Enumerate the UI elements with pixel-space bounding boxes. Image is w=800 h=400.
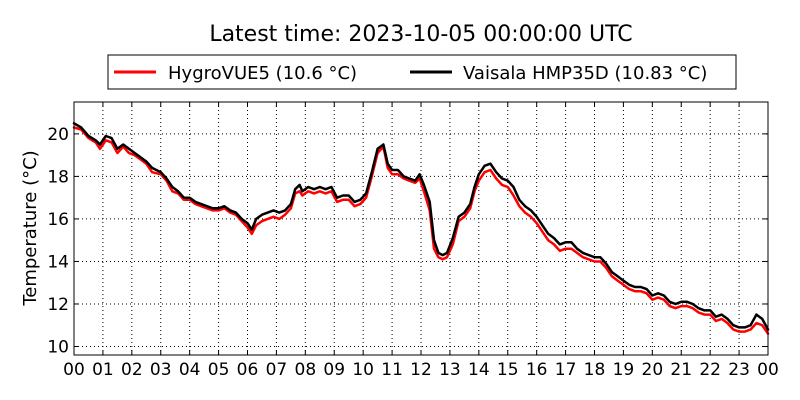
x-tick-label: 03 [150, 360, 172, 380]
x-tick-label: 02 [121, 360, 143, 380]
x-tick-label: 13 [439, 360, 461, 380]
x-tick-label: 15 [497, 360, 519, 380]
x-tick-label: 10 [352, 360, 374, 380]
legend: HygroVUE5 (10.6 °C) Vaisala HMP35D (10.8… [107, 54, 737, 90]
series-layer [72, 122, 770, 335]
y-tick-label: 18 [47, 167, 69, 187]
x-tick-label: 18 [584, 360, 606, 380]
y-tick-label: 14 [47, 252, 69, 272]
x-tick-label: 05 [208, 360, 230, 380]
x-tick-label: 23 [728, 360, 750, 380]
x-tick-label: 17 [555, 360, 577, 380]
y-tick-label: 20 [47, 125, 69, 145]
x-tick-label: 19 [613, 360, 635, 380]
y-axis: 10 12 14 16 18 20 [47, 125, 768, 357]
plot-frame [73, 101, 769, 356]
grid [74, 102, 768, 355]
chart-title: Latest time: 2023-10-05 00:00:00 UTC [209, 22, 632, 47]
y-tick-label: 16 [47, 210, 69, 230]
x-tick-label: 14 [468, 360, 490, 380]
y-axis-label: Temperature (°C) [20, 150, 41, 306]
x-tick-label: 11 [381, 360, 403, 380]
series-line-vaisala [72, 122, 770, 331]
x-tick-label: 09 [323, 360, 345, 380]
legend-label-hygrovue5: HygroVUE5 (10.6 °C) [168, 63, 357, 84]
x-tick-label: 04 [179, 360, 201, 380]
x-tick-label: 00 [757, 360, 779, 380]
legend-label-vaisala: Vaisala HMP35D (10.83 °C) [463, 63, 707, 84]
x-tick-label: 06 [237, 360, 259, 380]
x-tick-label: 07 [266, 360, 288, 380]
series-line-hygrovue5 [72, 126, 770, 335]
y-tick-label: 10 [47, 337, 69, 357]
x-axis: 00 01 02 03 04 05 06 07 08 09 10 11 12 13 14 15 16 17 18 19… [63, 102, 779, 380]
x-tick-label: 22 [699, 360, 721, 380]
x-tick-label: 01 [92, 360, 114, 380]
x-tick-label: 08 [295, 360, 317, 380]
x-tick-label: 00 [63, 360, 85, 380]
x-tick-label: 16 [526, 360, 548, 380]
y-tick-label: 12 [47, 295, 69, 315]
x-tick-label: 12 [410, 360, 432, 380]
x-tick-label: 21 [670, 360, 692, 380]
x-tick-label: 20 [642, 360, 664, 380]
